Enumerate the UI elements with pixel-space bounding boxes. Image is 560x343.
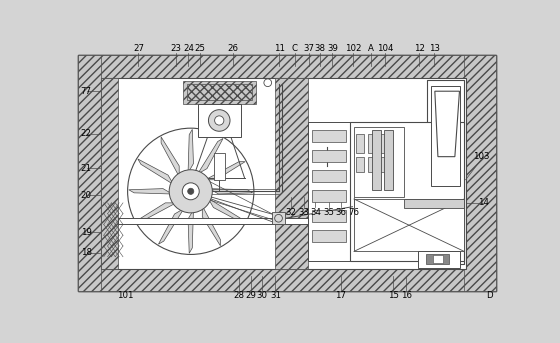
- Bar: [311, 150, 346, 162]
- Text: 33: 33: [298, 208, 310, 216]
- Bar: [101, 78, 118, 269]
- Text: D: D: [486, 291, 493, 300]
- Bar: [118, 218, 464, 224]
- Bar: [368, 157, 376, 172]
- Circle shape: [182, 183, 199, 200]
- Text: 30: 30: [257, 291, 268, 300]
- Text: 13: 13: [428, 44, 440, 54]
- Text: 18: 18: [81, 248, 92, 257]
- Polygon shape: [188, 210, 193, 253]
- Bar: [372, 130, 381, 190]
- Polygon shape: [188, 129, 193, 173]
- Text: 28: 28: [234, 291, 245, 300]
- Bar: [354, 127, 404, 197]
- Polygon shape: [138, 159, 174, 185]
- Text: 39: 39: [327, 44, 338, 54]
- Polygon shape: [208, 198, 244, 224]
- Bar: [311, 210, 346, 222]
- Text: 34: 34: [310, 208, 321, 216]
- Text: 102: 102: [345, 44, 361, 54]
- Text: 76: 76: [348, 208, 360, 216]
- Text: 22: 22: [81, 129, 92, 138]
- Text: 25: 25: [194, 44, 206, 54]
- Text: 29: 29: [245, 291, 256, 300]
- Bar: [187, 83, 253, 100]
- Polygon shape: [202, 206, 221, 246]
- Circle shape: [214, 116, 224, 125]
- Bar: [311, 190, 346, 202]
- Bar: [77, 55, 496, 291]
- Polygon shape: [136, 203, 176, 221]
- Bar: [214, 153, 225, 180]
- Bar: [311, 230, 346, 242]
- Text: 21: 21: [81, 164, 92, 173]
- Circle shape: [188, 188, 194, 194]
- Polygon shape: [198, 139, 223, 174]
- Bar: [77, 55, 496, 291]
- Bar: [427, 80, 464, 264]
- Polygon shape: [158, 209, 184, 244]
- Text: 24: 24: [183, 44, 194, 54]
- Bar: [308, 122, 350, 261]
- Text: 103: 103: [473, 152, 489, 161]
- Polygon shape: [161, 137, 179, 177]
- Bar: [311, 130, 346, 142]
- Text: 26: 26: [227, 44, 239, 54]
- Bar: [384, 130, 393, 190]
- Bar: [380, 157, 387, 172]
- Text: 17: 17: [335, 291, 347, 300]
- Text: 77: 77: [81, 87, 92, 96]
- Text: C: C: [292, 44, 298, 54]
- Text: 31: 31: [270, 291, 281, 300]
- Bar: [356, 157, 364, 172]
- Bar: [368, 133, 376, 153]
- Bar: [404, 199, 464, 208]
- Bar: [77, 55, 101, 291]
- Polygon shape: [206, 162, 245, 180]
- Text: 32: 32: [286, 208, 296, 216]
- Bar: [183, 81, 256, 104]
- Circle shape: [208, 110, 230, 131]
- Bar: [431, 86, 460, 186]
- Text: 12: 12: [414, 44, 425, 54]
- Text: A: A: [368, 44, 374, 54]
- Bar: [77, 55, 496, 78]
- Circle shape: [128, 128, 254, 255]
- Text: 104: 104: [376, 44, 393, 54]
- Bar: [356, 133, 364, 153]
- Bar: [101, 78, 466, 269]
- Text: 35: 35: [323, 208, 334, 216]
- Text: 11: 11: [274, 44, 285, 54]
- Bar: [426, 254, 449, 264]
- Bar: [464, 55, 496, 291]
- Polygon shape: [435, 91, 459, 157]
- Bar: [427, 80, 464, 264]
- Bar: [276, 78, 308, 269]
- Text: 38: 38: [315, 44, 325, 54]
- Text: 101: 101: [117, 291, 133, 300]
- Text: 27: 27: [133, 44, 144, 54]
- Circle shape: [274, 214, 282, 222]
- Text: 16: 16: [401, 291, 412, 300]
- Bar: [350, 122, 464, 261]
- Bar: [272, 212, 286, 224]
- Circle shape: [169, 170, 212, 213]
- Bar: [198, 104, 241, 137]
- Text: 37: 37: [303, 44, 314, 54]
- Bar: [418, 251, 460, 268]
- Text: 36: 36: [335, 208, 347, 216]
- Bar: [311, 170, 346, 182]
- Text: 20: 20: [81, 191, 92, 200]
- Polygon shape: [209, 189, 253, 194]
- Polygon shape: [129, 189, 172, 194]
- Bar: [77, 269, 496, 291]
- Bar: [433, 255, 442, 263]
- Text: 19: 19: [81, 228, 91, 237]
- Circle shape: [264, 79, 272, 86]
- Bar: [380, 133, 387, 153]
- Text: 15: 15: [388, 291, 399, 300]
- Text: 14: 14: [478, 198, 489, 208]
- Text: 23: 23: [171, 44, 181, 54]
- Bar: [354, 199, 464, 251]
